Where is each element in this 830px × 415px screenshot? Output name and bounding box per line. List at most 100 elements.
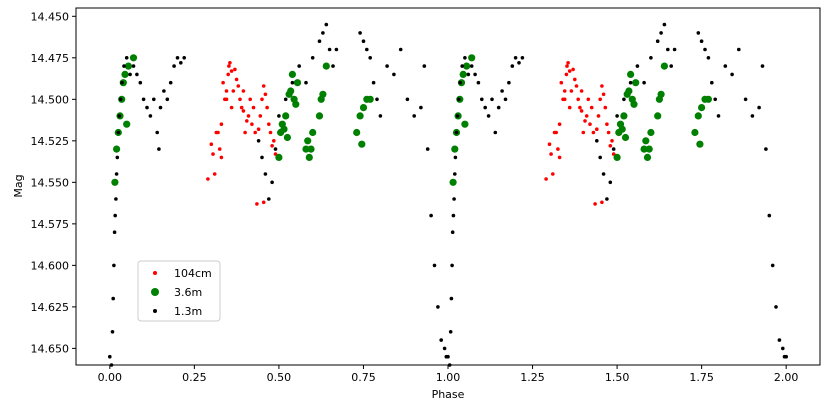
- data-point-1.3m: [601, 172, 606, 176]
- y-tick-label: 14.500: [31, 93, 70, 106]
- data-point-1.3m: [642, 80, 646, 85]
- data-point-1.3m: [469, 64, 474, 68]
- data-point-104cm: [212, 172, 217, 176]
- legend-marker-104cm: [153, 271, 157, 275]
- data-point-3.6m: [657, 90, 665, 98]
- data-point-1.3m: [114, 197, 118, 201]
- data-point-3.6m: [283, 133, 291, 142]
- x-tick-label: 0.00: [98, 371, 123, 384]
- data-point-104cm: [584, 114, 589, 118]
- y-tick-label: 14.650: [31, 342, 70, 355]
- legend-frame: [137, 260, 221, 322]
- data-point-104cm: [589, 105, 594, 110]
- data-point-104cm: [270, 144, 274, 148]
- data-point-3.6m: [449, 178, 457, 186]
- data-point-3.6m: [356, 112, 364, 120]
- data-point-104cm: [579, 109, 584, 113]
- data-point-1.3m: [649, 56, 653, 60]
- data-point-3.6m: [642, 137, 650, 145]
- data-point-1.3m: [517, 61, 521, 65]
- y-tick-label: 14.475: [31, 52, 70, 65]
- data-point-1.3m: [145, 105, 149, 110]
- x-tick-label: 1.00: [436, 371, 461, 384]
- data-point-104cm: [569, 89, 574, 93]
- data-point-3.6m: [647, 128, 655, 137]
- data-point-1.3m: [422, 64, 427, 68]
- data-point-1.3m: [419, 105, 423, 110]
- data-point-1.3m: [480, 97, 484, 102]
- data-point-1.3m: [615, 114, 619, 118]
- data-point-3.6m: [654, 112, 662, 120]
- y-tick-label: 14.550: [31, 176, 70, 189]
- legend-marker-3.6m: [151, 288, 159, 296]
- data-point-1.3m: [114, 172, 119, 176]
- data-point-104cm: [608, 144, 613, 148]
- data-point-1.3m: [138, 80, 143, 85]
- data-point-104cm: [588, 122, 592, 126]
- data-point-1.3m: [371, 80, 376, 85]
- data-point-1.3m: [165, 97, 170, 102]
- data-point-104cm: [556, 147, 560, 151]
- data-point-1.3m: [297, 64, 302, 68]
- data-point-104cm: [221, 80, 225, 85]
- data-point-3.6m: [627, 70, 635, 78]
- data-point-1.3m: [598, 155, 602, 160]
- data-point-3.6m: [366, 95, 374, 103]
- data-point-3.6m: [129, 54, 138, 62]
- data-point-1.3m: [135, 72, 139, 77]
- data-point-1.3m: [595, 139, 599, 143]
- data-point-104cm: [241, 109, 246, 113]
- data-point-3.6m: [640, 145, 648, 153]
- data-point-3.6m: [315, 112, 324, 120]
- data-point-1.3m: [500, 89, 504, 93]
- data-point-1.3m: [496, 105, 501, 110]
- data-point-3.6m: [111, 178, 119, 186]
- data-point-1.3m: [267, 197, 271, 201]
- data-point-104cm: [231, 89, 236, 93]
- data-point-104cm: [258, 114, 263, 118]
- data-point-1.3m: [655, 39, 660, 43]
- data-point-104cm: [224, 97, 229, 102]
- data-point-1.3m: [713, 97, 717, 102]
- data-point-1.3m: [703, 47, 707, 52]
- data-point-104cm: [268, 130, 273, 135]
- data-point-104cm: [267, 122, 271, 126]
- data-point-1.3m: [283, 97, 288, 102]
- data-point-1.3m: [175, 56, 180, 60]
- data-point-3.6m: [309, 128, 317, 137]
- data-point-3.6m: [645, 145, 653, 153]
- data-point-104cm: [576, 97, 580, 102]
- data-point-3.6m: [613, 153, 621, 161]
- data-point-1.3m: [635, 64, 640, 68]
- data-point-104cm: [600, 84, 604, 88]
- data-point-1.3m: [777, 338, 782, 342]
- data-point-1.3m: [784, 354, 788, 359]
- data-point-104cm: [562, 97, 567, 102]
- data-point-1.3m: [770, 263, 775, 268]
- data-point-1.3m: [108, 354, 112, 359]
- data-point-3.6m: [618, 125, 626, 133]
- data-point-1.3m: [436, 305, 440, 309]
- data-point-1.3m: [450, 230, 455, 234]
- data-point-104cm: [606, 130, 611, 135]
- data-point-1.3m: [608, 180, 613, 185]
- data-point-104cm: [217, 147, 222, 151]
- data-point-104cm: [243, 130, 247, 135]
- data-point-1.3m: [451, 213, 456, 218]
- data-point-1.3m: [743, 97, 748, 102]
- data-point-3.6m: [625, 87, 633, 95]
- data-point-1.3m: [162, 89, 166, 93]
- data-point-3.6m: [359, 104, 368, 112]
- data-point-104cm: [565, 64, 569, 68]
- data-point-1.3m: [412, 114, 417, 118]
- data-point-1.3m: [110, 330, 115, 334]
- data-point-104cm: [551, 172, 555, 176]
- data-point-104cm: [234, 77, 239, 82]
- x-tick-label: 0.25: [182, 371, 207, 384]
- data-point-1.3m: [310, 56, 315, 60]
- data-point-1.3m: [483, 105, 488, 110]
- data-point-1.3m: [317, 39, 322, 43]
- data-point-1.3m: [457, 97, 461, 102]
- data-point-1.3m: [659, 31, 663, 35]
- data-point-1.3m: [730, 72, 734, 77]
